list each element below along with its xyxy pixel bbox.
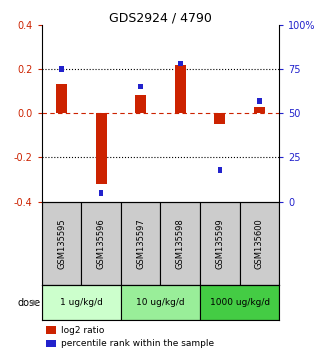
Text: 1 ug/kg/d: 1 ug/kg/d	[60, 298, 103, 307]
Bar	[42, 201, 81, 285]
Bar	[99, 190, 103, 195]
Text: GSM135596: GSM135596	[97, 218, 106, 269]
Bar	[218, 167, 222, 172]
Text: GSM135597: GSM135597	[136, 218, 145, 269]
Bar	[175, 64, 186, 113]
Text: GSM135599: GSM135599	[215, 218, 224, 269]
Bar	[56, 85, 67, 113]
Bar	[214, 113, 225, 124]
Text: GSM135595: GSM135595	[57, 218, 66, 269]
Bar	[96, 113, 107, 184]
Text: dose: dose	[18, 298, 41, 308]
Bar	[135, 96, 146, 113]
Bar	[200, 285, 279, 320]
Bar	[200, 201, 240, 285]
Bar	[257, 98, 262, 104]
Bar	[81, 201, 121, 285]
Text: GSM135598: GSM135598	[176, 218, 185, 269]
Bar	[47, 326, 56, 334]
Text: 10 ug/kg/d: 10 ug/kg/d	[136, 298, 185, 307]
Title: GDS2924 / 4790: GDS2924 / 4790	[109, 12, 212, 25]
Bar	[42, 285, 121, 320]
Text: log2 ratio: log2 ratio	[61, 326, 104, 335]
Bar	[160, 201, 200, 285]
Text: GSM135600: GSM135600	[255, 218, 264, 269]
Text: 1000 ug/kg/d: 1000 ug/kg/d	[210, 298, 270, 307]
Bar	[178, 61, 183, 67]
Bar	[254, 107, 265, 113]
Bar	[121, 285, 200, 320]
Bar	[47, 340, 56, 347]
Bar	[121, 201, 160, 285]
Bar	[240, 201, 279, 285]
Text: percentile rank within the sample: percentile rank within the sample	[61, 339, 214, 348]
Bar	[59, 66, 64, 72]
Bar	[138, 84, 143, 90]
